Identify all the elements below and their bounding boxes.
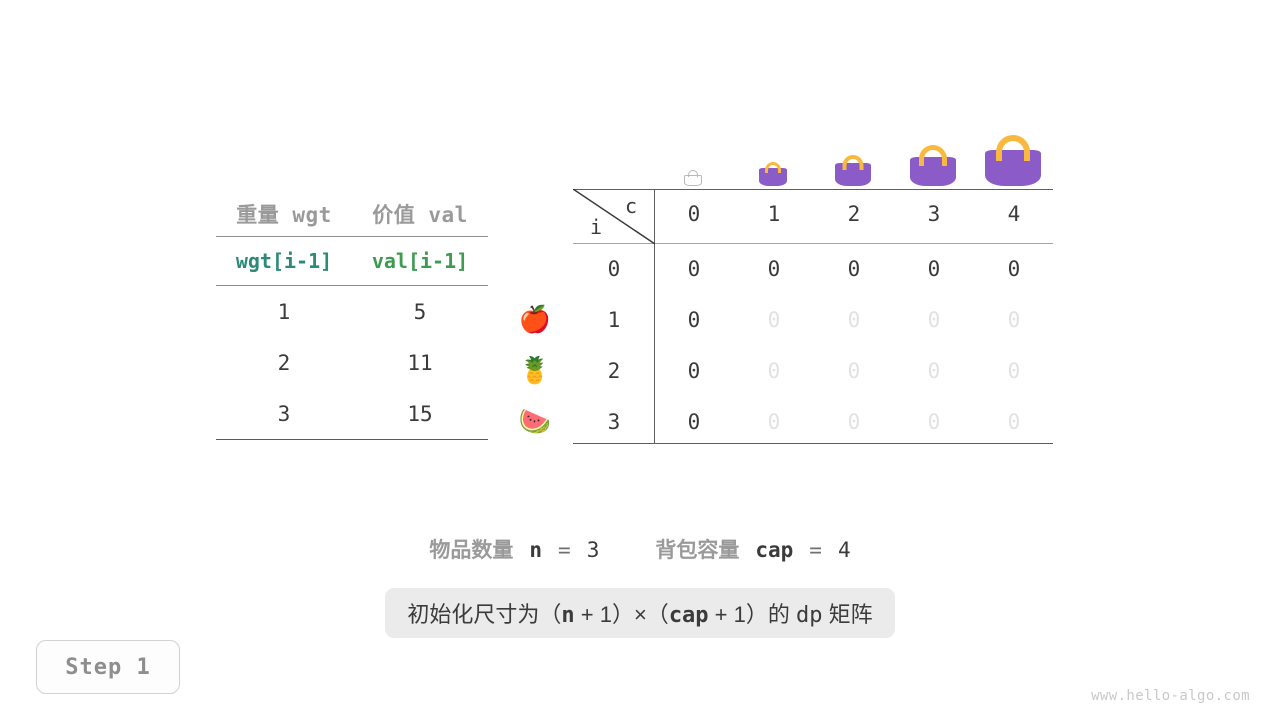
items-table: 重量 wgt 价值 val wgt[i-1] val[i-1] 1 5 2 11… xyxy=(216,192,488,440)
items-table-header-row: 重量 wgt 价值 val xyxy=(216,192,488,236)
dp-cell-1-4: 0 xyxy=(1007,308,1021,332)
dp-row-header-3: 3 xyxy=(607,410,621,434)
table-row: 1 5 xyxy=(216,286,488,337)
dp-cell-2-4: 0 xyxy=(1007,359,1021,383)
item-count-value: 3 xyxy=(586,538,600,562)
item-weight: 2 xyxy=(277,350,291,375)
dp-cell-2-1: 0 xyxy=(767,359,781,383)
item-weight: 1 xyxy=(277,299,291,324)
dp-cell-0-0: 0 xyxy=(687,257,701,281)
dp-matrix-table: i c 0 1 2 3 4 0 1 2 3 0 0 0 0 0 0 0 0 0 … xyxy=(573,189,1053,445)
capacity-label: 背包容量 xyxy=(655,538,740,562)
handbag-icon-cap1 xyxy=(733,120,813,186)
watermelon-icon: 🍉 xyxy=(518,406,552,437)
dp-table-header-separator xyxy=(573,243,1053,244)
table-row: 2 11 xyxy=(216,337,488,388)
item-value: 5 xyxy=(413,299,427,324)
item-value: 11 xyxy=(407,350,433,375)
dp-row-header-0: 0 xyxy=(607,257,621,281)
dp-cell-1-0: 0 xyxy=(687,308,701,332)
dp-cell-3-4: 0 xyxy=(1007,410,1021,434)
dp-cell-1-2: 0 xyxy=(847,308,861,332)
items-table-divider-mid xyxy=(216,285,488,286)
formula-plus-one-b: + 1 xyxy=(708,602,746,627)
watermark: www.hello-algo.com xyxy=(1091,688,1250,704)
pineapple-icon: 🍍 xyxy=(518,355,552,386)
dp-corner-col-label: c xyxy=(624,194,638,218)
handbag-icon-cap2 xyxy=(813,120,893,186)
item-value: 15 xyxy=(407,401,433,426)
dp-cell-2-3: 0 xyxy=(927,359,941,383)
formula-caption: 初始化尺寸为（n + 1）×（cap + 1）的 dp 矩阵 xyxy=(385,588,895,638)
formula-plus-one-a: + 1 xyxy=(574,602,612,627)
dp-cell-3-3: 0 xyxy=(927,410,941,434)
table-row: 3 15 xyxy=(216,388,488,439)
step-badge-label: Step 1 xyxy=(65,654,151,680)
dp-col-header-1: 1 xyxy=(767,202,781,226)
dp-cell-0-2: 0 xyxy=(847,257,861,281)
capacity-equals: = xyxy=(809,538,822,562)
items-table-divider-bottom xyxy=(216,439,488,440)
dp-cell-2-2: 0 xyxy=(847,359,861,383)
capacity-value: 4 xyxy=(837,538,851,562)
dp-col-header-0: 0 xyxy=(687,202,701,226)
items-header-weight: 重量 wgt xyxy=(236,203,332,227)
dp-row-header-1: 1 xyxy=(607,308,621,332)
handbag-icon-cap4 xyxy=(973,120,1053,186)
capacity-var: cap xyxy=(755,538,794,562)
item-count-label: 物品数量 xyxy=(429,538,514,562)
dp-row-header-2: 2 xyxy=(607,359,621,383)
items-table-subheader-row: wgt[i-1] val[i-1] xyxy=(216,237,488,285)
dp-cell-3-1: 0 xyxy=(767,410,781,434)
item-weight: 3 xyxy=(277,401,291,426)
dp-col-header-2: 2 xyxy=(847,202,861,226)
dp-table-vertical-separator xyxy=(654,189,655,444)
formula-suffix: ）的 xyxy=(745,602,796,627)
formula-mid: ）×（ xyxy=(611,602,669,627)
dp-cell-2-0: 0 xyxy=(687,359,701,383)
item-count-var: n xyxy=(529,538,543,562)
formula-prefix: 初始化尺寸为（ xyxy=(407,602,562,627)
dp-col-header-3: 3 xyxy=(927,202,941,226)
items-header-value: 价值 val xyxy=(372,203,468,227)
items-subheader-wgt: wgt[i-1] xyxy=(235,249,333,273)
handbag-icon-cap0 xyxy=(653,120,733,186)
items-subheader-val: val[i-1] xyxy=(371,249,469,273)
item-count-equals: = xyxy=(558,538,571,562)
formula-dp-word: dp xyxy=(796,603,823,628)
dp-cell-3-0: 0 xyxy=(687,410,701,434)
bag-capacity-icons xyxy=(653,120,1053,186)
dp-cell-0-3: 0 xyxy=(927,257,941,281)
dp-cell-3-2: 0 xyxy=(847,410,861,434)
items-table-divider-top xyxy=(216,236,488,237)
formula-n-var: n xyxy=(561,603,575,628)
fruit-icon-column: 🍎 🍍 🍉 xyxy=(505,294,565,447)
formula-cap-var: cap xyxy=(668,603,709,628)
dp-table-bottom-border xyxy=(573,443,1053,444)
dp-cell-0-4: 0 xyxy=(1007,257,1021,281)
dp-table-top-border xyxy=(573,189,1053,190)
dp-cell-1-1: 0 xyxy=(767,308,781,332)
apple-icon: 🍎 xyxy=(518,304,552,335)
formula-tail: 矩阵 xyxy=(822,602,873,627)
parameters-line: 物品数量 n = 3 背包容量 cap = 4 xyxy=(0,534,1280,564)
dp-cell-1-3: 0 xyxy=(927,308,941,332)
dp-corner-row-label: i xyxy=(589,215,603,239)
dp-col-header-4: 4 xyxy=(1007,202,1021,226)
formula-caption-wrapper: 初始化尺寸为（n + 1）×（cap + 1）的 dp 矩阵 xyxy=(0,588,1280,638)
step-badge: Step 1 xyxy=(36,640,180,694)
dp-cell-0-1: 0 xyxy=(767,257,781,281)
handbag-icon-cap3 xyxy=(893,120,973,186)
